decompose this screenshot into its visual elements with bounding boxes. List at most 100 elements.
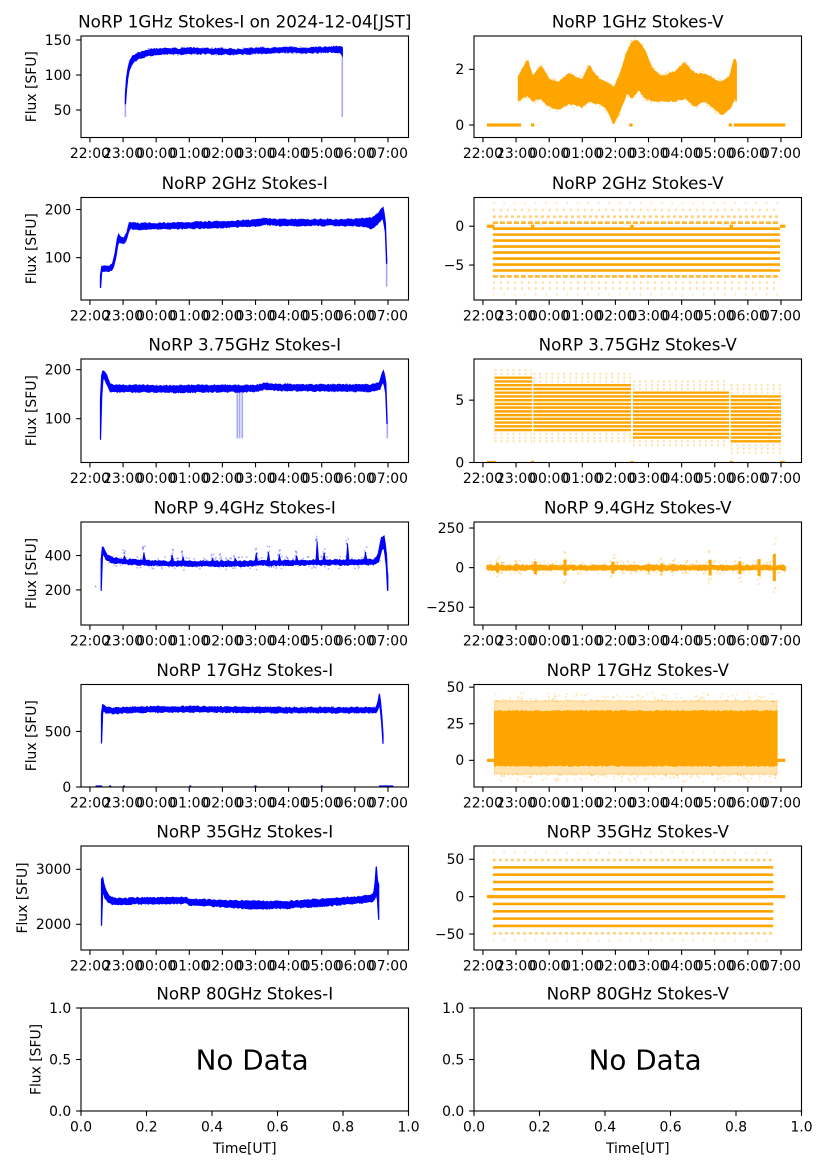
data-point [132,897,135,899]
data-point [495,560,497,563]
data-point [590,562,592,565]
data-point [557,777,559,780]
data-point [783,571,786,573]
data-point [510,563,512,565]
data-point [737,562,740,565]
data-point [361,225,364,227]
data-point [196,385,199,387]
data-point [220,558,223,560]
data-point [262,48,265,50]
data-point [106,893,109,895]
data-point [660,75,663,77]
data-point [202,391,204,393]
data-point [552,698,554,700]
data-point [127,898,129,900]
data-point [156,384,158,386]
data-point [241,556,244,558]
data-point [522,692,525,694]
data-point [767,562,770,564]
data-point [743,775,745,778]
data-point [243,224,245,227]
data-point [342,224,345,227]
data-point [496,558,499,561]
data-point [734,563,737,565]
data-point [175,385,178,387]
x-tick-label: 07:00 [368,958,408,974]
data-point [644,778,647,780]
data-point [181,222,183,225]
data-point [100,375,103,377]
data-point [108,901,111,904]
data-point [607,695,609,698]
data-point [254,900,256,903]
data-point [187,384,189,386]
x-tick-label: 07:00 [368,308,408,324]
data-point [228,226,231,229]
x-tick-label: 07:00 [368,146,408,162]
data-point [289,218,291,221]
data-point [276,712,278,714]
axes-frame [80,845,410,951]
data-point [292,557,295,560]
data-point [307,385,309,387]
panel-title: NoRP 35GHz Stokes-I [156,821,333,841]
data-point [662,100,664,102]
data-point [706,104,708,107]
data-point [207,48,209,50]
data-point [701,696,704,699]
data-point [616,78,619,80]
data-point [518,572,520,574]
data-point [252,47,255,50]
data-point [172,48,175,50]
data-point [122,710,124,713]
y-axis-label: Flux [SFU] [28,1024,44,1095]
data-point [174,222,177,225]
data-point [103,266,106,268]
data-band [124,45,343,105]
data-point [693,70,695,73]
data-point [200,904,203,906]
data-point [250,53,253,55]
data-point [214,558,217,561]
data-point [529,563,531,566]
plot-area [474,522,802,625]
data-spike [122,555,127,561]
data-point [672,776,675,778]
data-point [223,226,226,228]
data-point [631,41,633,43]
data-point [607,565,610,567]
data-point [180,551,183,554]
data-point [180,565,182,567]
data-point [690,775,693,778]
data-point [739,557,741,559]
data-point [141,228,144,230]
data-point [664,774,667,776]
data-point [682,62,684,64]
x-tick-label: 0.2 [528,1119,550,1135]
data-point [690,563,693,565]
x-tick-label: 01:00 [562,146,602,162]
x-tick-label: 22:00 [463,308,503,324]
data-point [714,108,717,110]
data-point [133,223,136,225]
data-point [548,698,550,700]
data-point [674,99,677,102]
data-point [195,227,197,230]
data-point [628,46,631,49]
data-point [516,562,519,564]
data-point [636,775,639,778]
x-tick-label: 01:00 [169,146,209,162]
data-point [680,697,683,699]
data-point [255,547,257,550]
data-point [151,706,153,709]
data-point [155,223,158,225]
data-point [597,76,600,79]
data-point [530,780,533,783]
data-point [772,591,775,593]
data-point [271,47,273,49]
data-point [703,572,706,575]
data-point [228,390,230,393]
data-point [108,895,110,898]
x-tick-label: 01:00 [169,958,209,974]
data-point [621,67,623,69]
